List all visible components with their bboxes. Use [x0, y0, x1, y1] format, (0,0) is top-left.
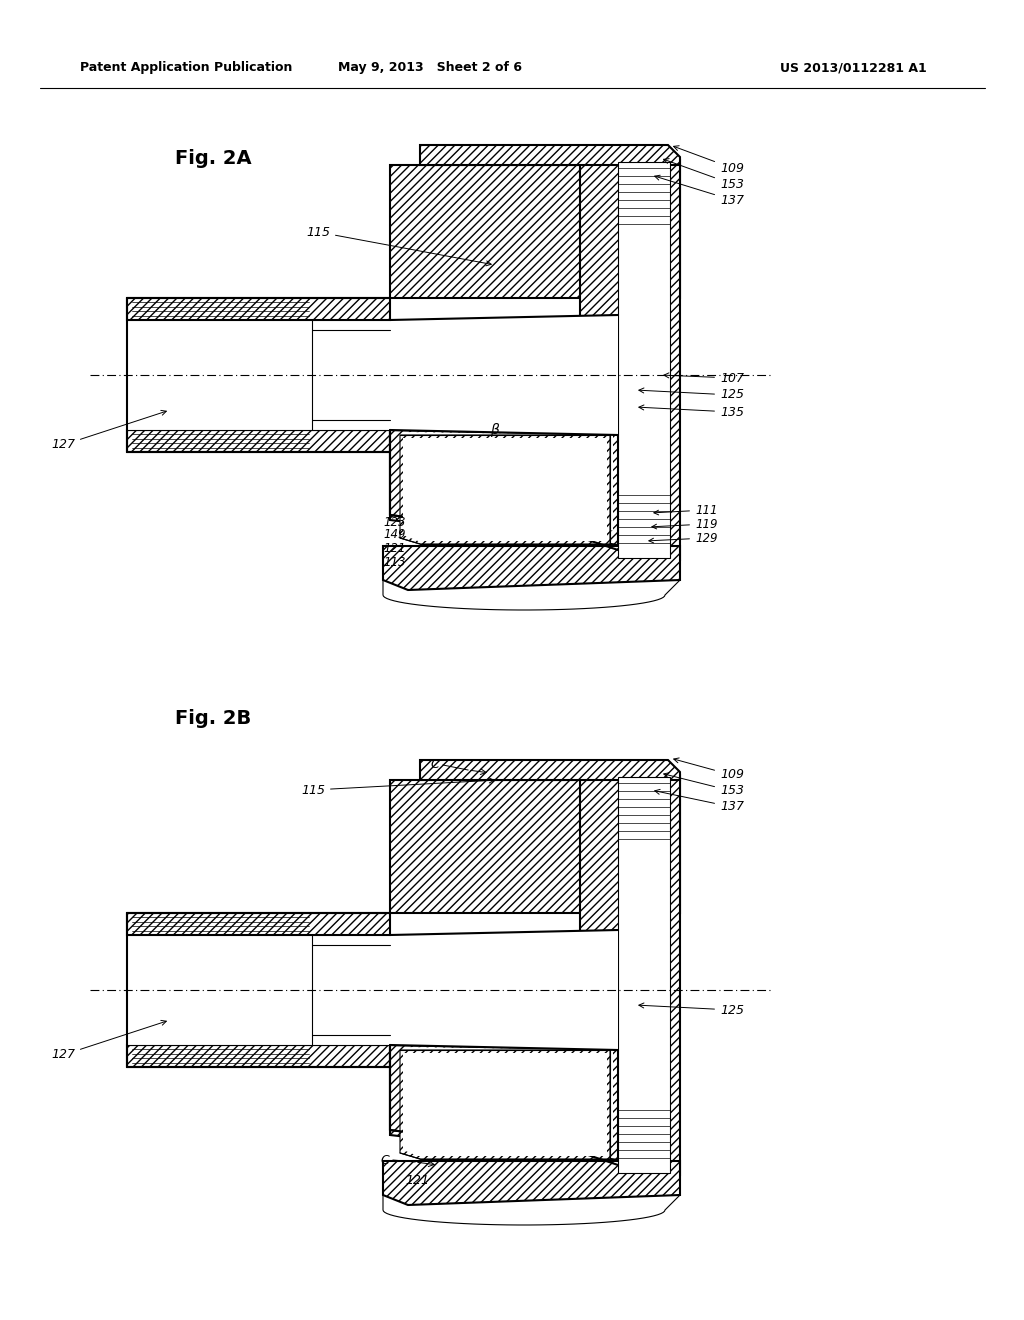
- Text: May 9, 2013   Sheet 2 of 6: May 9, 2013 Sheet 2 of 6: [338, 62, 522, 74]
- Text: Patent Application Publication: Patent Application Publication: [80, 62, 293, 74]
- Text: Fig. 2B: Fig. 2B: [175, 709, 251, 727]
- Text: 109: 109: [674, 758, 744, 781]
- Text: 115: 115: [306, 226, 492, 265]
- Text: 149: 149: [383, 528, 406, 541]
- Polygon shape: [618, 777, 670, 1173]
- Text: 125: 125: [639, 388, 744, 401]
- Text: Fig. 2A: Fig. 2A: [175, 149, 252, 168]
- Polygon shape: [127, 430, 390, 451]
- Polygon shape: [390, 1045, 618, 1160]
- Polygon shape: [390, 165, 680, 298]
- Polygon shape: [400, 1049, 610, 1159]
- Polygon shape: [400, 436, 610, 544]
- Polygon shape: [618, 162, 670, 558]
- Polygon shape: [390, 315, 618, 436]
- Text: 109: 109: [674, 145, 744, 174]
- Text: 115: 115: [301, 777, 495, 796]
- Text: 153: 153: [664, 772, 744, 797]
- Polygon shape: [580, 160, 680, 560]
- Polygon shape: [406, 1047, 613, 1148]
- Text: 107: 107: [664, 371, 744, 384]
- Polygon shape: [406, 432, 613, 533]
- Text: 135: 135: [639, 405, 744, 418]
- Text: 137: 137: [654, 176, 744, 206]
- Polygon shape: [127, 935, 390, 1045]
- Text: 127: 127: [51, 1020, 166, 1061]
- Polygon shape: [390, 1067, 670, 1160]
- Polygon shape: [127, 298, 390, 319]
- Text: 129: 129: [649, 532, 718, 544]
- Text: 127: 127: [51, 411, 166, 451]
- Polygon shape: [403, 438, 607, 541]
- Text: 137: 137: [654, 789, 744, 813]
- Polygon shape: [383, 546, 680, 590]
- Polygon shape: [420, 760, 680, 780]
- Text: 121: 121: [406, 1173, 429, 1187]
- Polygon shape: [127, 913, 390, 935]
- Text: β: β: [490, 422, 499, 437]
- Polygon shape: [127, 1045, 390, 1067]
- Text: C: C: [430, 759, 438, 771]
- Polygon shape: [390, 430, 618, 545]
- Polygon shape: [390, 451, 670, 545]
- Text: C: C: [380, 1154, 389, 1167]
- Polygon shape: [383, 1162, 680, 1205]
- Polygon shape: [127, 319, 390, 430]
- Polygon shape: [403, 1053, 607, 1156]
- Text: 125: 125: [639, 1003, 744, 1016]
- Text: 119: 119: [652, 517, 718, 531]
- Text: 123: 123: [383, 516, 406, 528]
- Text: 111: 111: [654, 503, 718, 516]
- Polygon shape: [580, 775, 680, 1175]
- Text: 113: 113: [383, 556, 406, 569]
- Polygon shape: [390, 780, 680, 913]
- Text: 121: 121: [383, 541, 406, 554]
- Text: 153: 153: [664, 158, 744, 190]
- Polygon shape: [390, 931, 618, 1049]
- Polygon shape: [420, 145, 680, 165]
- Text: US 2013/0112281 A1: US 2013/0112281 A1: [780, 62, 927, 74]
